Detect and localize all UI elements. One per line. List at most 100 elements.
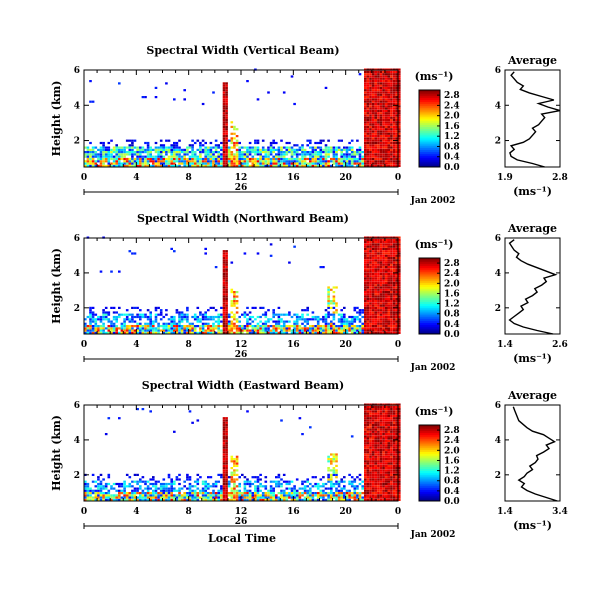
heatmap-cell (196, 473, 200, 476)
heatmap-cell (241, 160, 244, 163)
heatmap-cell (382, 439, 385, 442)
heatmap-cell (204, 141, 207, 145)
heatmap-cell (193, 162, 197, 165)
heatmap-cell (398, 451, 401, 454)
heatmap-cell (173, 498, 176, 501)
heatmap-cell (136, 315, 139, 319)
heatmap-cell (377, 430, 380, 433)
heatmap-cell (131, 327, 134, 330)
heatmap-cell (238, 329, 241, 332)
heatmap-cell (178, 489, 181, 492)
heatmap-cell (183, 153, 186, 156)
heatmap-cell (225, 100, 228, 103)
heatmap-cell (209, 153, 213, 156)
heatmap-cell (225, 419, 228, 422)
heatmap-cell (371, 446, 375, 449)
heatmap-cell (390, 137, 393, 140)
heatmap-cell (390, 80, 393, 83)
heatmap-cell (84, 155, 87, 158)
heatmap-cell (238, 160, 241, 163)
heatmap-cell (392, 453, 396, 456)
month-year-label: Jan 2002 (410, 196, 456, 206)
heatmap-cell (165, 160, 168, 163)
heatmap-cell (390, 155, 393, 158)
heatmap-cell (214, 146, 218, 149)
heatmap-cell (324, 146, 328, 149)
heatmap-cell (371, 473, 375, 476)
heatmap-cell (212, 325, 215, 328)
heatmap-cell (170, 492, 173, 495)
heatmap-cell (366, 245, 370, 248)
heatmap-cell (364, 309, 367, 312)
heatmap-cell (369, 498, 372, 501)
heatmap-cell (366, 286, 370, 289)
heatmap-cell (217, 480, 220, 483)
heatmap-cell (209, 318, 213, 321)
colorbar-swatch (419, 296, 440, 299)
heatmap-cell (149, 478, 152, 481)
heatmap-cell (374, 77, 377, 80)
heatmap-cell (371, 489, 375, 492)
heatmap-cell (269, 329, 273, 332)
heatmap-cell (390, 498, 393, 501)
heatmap-cell (275, 148, 278, 151)
heatmap-cell (261, 496, 265, 499)
heatmap-cell (125, 331, 129, 334)
heatmap-cell (288, 148, 291, 151)
heatmap-cell (384, 160, 388, 163)
heatmap-cell (398, 144, 401, 147)
heatmap-cell (377, 250, 380, 253)
heatmap-cell (340, 153, 343, 156)
heatmap-cell (384, 315, 388, 319)
heatmap-cell (162, 157, 166, 161)
heatmap-cell (369, 252, 372, 255)
heatmap-cell (332, 291, 336, 294)
heatmap-cell (144, 151, 147, 154)
heatmap-cell (154, 327, 158, 330)
heatmap-cell (94, 155, 98, 158)
heatmap-cell (311, 164, 315, 167)
heatmap-cell (264, 476, 268, 479)
heatmap-cell (94, 151, 98, 154)
heatmap-cell (392, 284, 396, 287)
heatmap-cell (369, 327, 372, 330)
heatmap-cell (332, 162, 336, 165)
heatmap-cell (165, 489, 168, 492)
heatmap-cell (332, 311, 336, 314)
heatmap-cell (356, 157, 359, 161)
heatmap-cell (377, 467, 380, 470)
heatmap-cell (225, 444, 228, 447)
heatmap-cell (395, 241, 398, 244)
heatmap-cell (303, 157, 307, 161)
heatmap-cell (167, 327, 171, 330)
heatmap-cell (330, 325, 333, 328)
heatmap-cell (340, 329, 343, 332)
heatmap-cell (311, 325, 315, 328)
heatmap-cell (91, 155, 95, 158)
heatmap-cell (233, 462, 236, 465)
heatmap-cell (104, 496, 108, 499)
heatmap-cell (374, 485, 377, 488)
heatmap-cell (225, 254, 228, 257)
heatmap-cell (254, 151, 257, 154)
heatmap-cell (371, 309, 375, 312)
heatmap-cell (327, 153, 330, 156)
heatmap-cell (178, 478, 181, 481)
heatmap-cell (327, 302, 330, 305)
heatmap-cell (390, 151, 393, 154)
colorbar-swatch (419, 134, 440, 137)
heatmap-cell (330, 462, 333, 465)
heatmap-cell (384, 302, 388, 305)
heatmap-cell (178, 311, 181, 314)
heatmap-cell (298, 153, 302, 156)
heatmap-cell (377, 130, 380, 133)
heatmap-cell (225, 252, 228, 255)
heatmap-cell (212, 327, 215, 330)
colorbar-swatch (419, 303, 440, 306)
heatmap-cell (335, 309, 338, 312)
heatmap-cell (110, 164, 113, 167)
heatmap-cell (285, 151, 289, 154)
heatmap-cell (398, 148, 401, 151)
heatmap-cell (382, 141, 385, 145)
heatmap-cell (377, 70, 380, 73)
